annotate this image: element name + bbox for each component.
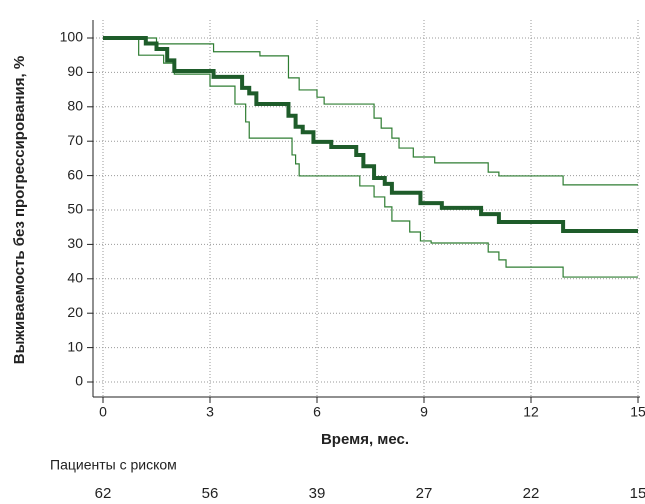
risk-count: 27 [416, 485, 433, 502]
x-tick-label: 6 [313, 404, 321, 420]
x-tick-label: 3 [206, 404, 214, 420]
y-tick-label: 50 [67, 201, 83, 217]
x-tick-label: 9 [420, 404, 428, 420]
y-tick-label: 40 [67, 270, 83, 286]
x-tick-label: 15 [630, 404, 645, 420]
risk-count: 39 [309, 485, 326, 502]
survival-curve [103, 36, 638, 233]
x-tick-label: 12 [523, 404, 539, 420]
risk-count: 62 [95, 485, 112, 502]
risk-count: 22 [523, 485, 540, 502]
y-axis-title: Выживаемость без прогрессирования, % [11, 56, 28, 364]
x-axis-title: Время, мес. [321, 431, 409, 448]
risk-count: 15 [630, 485, 645, 502]
y-tick-label: 70 [67, 132, 83, 148]
y-tick-label: 90 [67, 63, 83, 79]
survival-curve [103, 37, 638, 186]
risk-title: Пациенты с риском [50, 457, 177, 473]
x-tick-label: 0 [99, 404, 107, 420]
y-tick-label: 80 [67, 98, 83, 114]
y-tick-label: 20 [67, 304, 83, 320]
y-tick-label: 10 [67, 338, 83, 354]
y-tick-label: 30 [67, 235, 83, 251]
survival-curve [103, 37, 638, 278]
risk-count: 56 [202, 485, 219, 502]
y-tick-label: 60 [67, 166, 83, 182]
y-tick-label: 100 [60, 29, 84, 45]
y-tick-label: 0 [75, 373, 83, 389]
